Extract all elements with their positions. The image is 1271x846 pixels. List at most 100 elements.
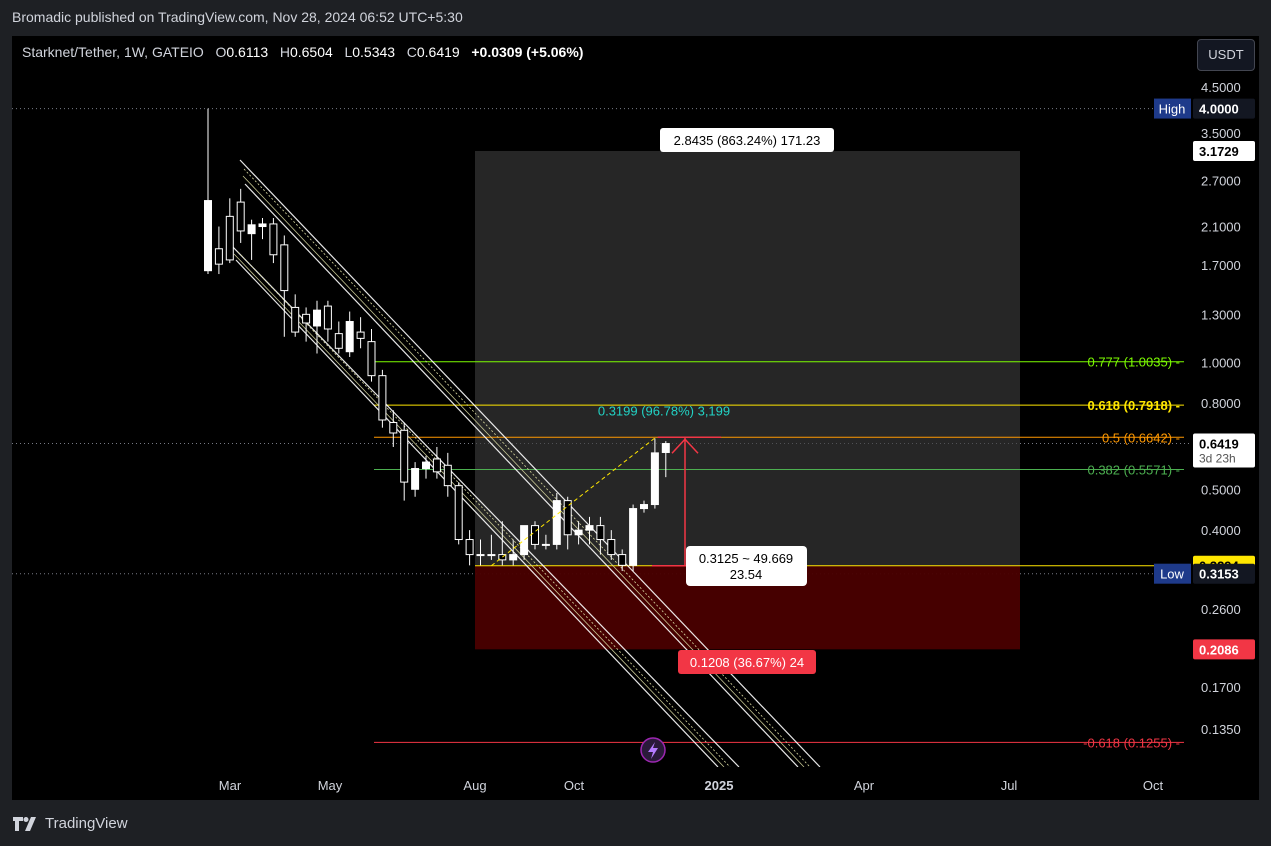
- tradingview-logo-icon: [13, 816, 36, 831]
- published-line: Bromadic published on TradingView.com, N…: [12, 9, 463, 25]
- price-tick: 4.5000: [1201, 80, 1241, 95]
- candle: [509, 539, 518, 566]
- candle: [563, 496, 572, 550]
- candle: [487, 534, 496, 560]
- price-tick: 3.5000: [1201, 126, 1241, 141]
- profit-zone: [475, 150, 1020, 566]
- candle-body: [258, 223, 267, 228]
- candle: [661, 441, 670, 478]
- measure-info-line2: 23.54: [730, 567, 763, 582]
- candle: [345, 311, 354, 357]
- candle-body: [236, 201, 245, 232]
- high-value: 0.6504: [289, 44, 333, 60]
- candle: [236, 188, 245, 243]
- change-value: +0.0309 (+5.06%): [471, 44, 584, 60]
- currency-button[interactable]: USDT: [1197, 39, 1255, 71]
- fib-label-0.5: 0.5 (0.6642) -: [1102, 430, 1180, 445]
- candle-body: [356, 331, 365, 339]
- candle-body: [640, 504, 648, 510]
- lightning-icon[interactable]: [640, 737, 666, 763]
- candle: [498, 521, 507, 566]
- candle: [454, 482, 463, 545]
- candle: [432, 446, 441, 479]
- channel-line: [235, 259, 719, 767]
- tradingview-brand[interactable]: TradingView: [13, 815, 128, 832]
- time-tick: Oct: [564, 778, 585, 793]
- candle-body: [214, 248, 223, 265]
- candle: [214, 226, 223, 275]
- candle: [389, 410, 398, 447]
- candle: [607, 530, 616, 560]
- candle: [585, 516, 594, 545]
- high-label: H: [279, 44, 290, 60]
- candle-body: [650, 452, 659, 506]
- candle-body: [629, 508, 638, 566]
- candle-body: [422, 461, 430, 470]
- price-tick: 0.8000: [1201, 396, 1241, 411]
- time-tick: Mar: [219, 778, 242, 793]
- candle-body: [585, 525, 594, 531]
- candle: [629, 504, 638, 571]
- candle-body: [476, 554, 485, 557]
- chart-pane[interactable]: 0.777 (1.0035) - 0.618 (0.7918) - 0.5 (0.6…: [12, 36, 1191, 767]
- candle: [323, 300, 332, 342]
- candle: [411, 462, 420, 497]
- low-value: 0.5343: [352, 44, 396, 60]
- candle: [400, 422, 409, 501]
- price-badge-countdown: 3d 23h: [1199, 452, 1236, 466]
- price-tick: 1.0000: [1201, 355, 1241, 370]
- price-badge-value: 0.3153: [1199, 567, 1239, 582]
- axis-tag-high: High: [1159, 102, 1186, 117]
- candle-body: [291, 306, 300, 333]
- candle-body: [378, 375, 387, 421]
- measure-info-bg: [686, 546, 807, 586]
- candle: [476, 539, 485, 566]
- measure-info-line1: 0.3125 ~ 49.669: [699, 551, 793, 566]
- candle-body: [661, 443, 670, 453]
- open-label: O: [215, 44, 227, 60]
- price-tick: 0.1350: [1201, 722, 1241, 737]
- candle-body: [520, 525, 529, 556]
- candle: [650, 438, 659, 509]
- measure-arrow-head: [671, 438, 699, 454]
- candle: [618, 549, 627, 571]
- candle-body: [269, 223, 278, 256]
- time-tick: Aug: [463, 778, 486, 793]
- channel-line: [229, 243, 740, 767]
- candle-body: [280, 244, 289, 292]
- candle: [269, 218, 278, 264]
- candle-body: [302, 313, 311, 324]
- candle: [302, 307, 311, 342]
- symbol-legend: Starknet/Tether, 1W, GATEIO O0.6113 H0.6…: [22, 44, 583, 60]
- candle-body: [563, 500, 572, 536]
- candle-body: [531, 525, 539, 545]
- price-badge-value: 3.1729: [1199, 144, 1239, 159]
- candle: [531, 521, 539, 550]
- price-axis[interactable]: 4.5000 3.5000 2.7000 2.1000 1.7000 1.3000 1.00…: [1191, 36, 1259, 767]
- candle: [541, 534, 550, 550]
- candle-body: [574, 529, 583, 536]
- channel-line: [233, 253, 725, 767]
- time-axis[interactable]: Mar May Aug Oct 2025 Apr Jul Oct: [12, 767, 1191, 800]
- price-tick: 0.1700: [1201, 680, 1241, 695]
- candle-body: [454, 485, 463, 541]
- candle: [596, 516, 605, 555]
- candle-body: [247, 224, 256, 235]
- axis-tag-low: Low: [1160, 567, 1184, 582]
- candle: [443, 452, 452, 497]
- price-chart[interactable]: 0.777 (1.0035) - 0.618 (0.7918) - 0.5 (0.6…: [12, 36, 1191, 767]
- close-value: 0.6419: [416, 44, 460, 60]
- candle: [356, 317, 365, 349]
- candle: [640, 500, 648, 513]
- measure-label: 0.3199 (96.78%) 3,199: [598, 403, 730, 418]
- price-tick: 1.7000: [1201, 258, 1241, 273]
- fib-label-0.777: 0.777 (1.0035) -: [1087, 355, 1180, 370]
- price-badge-bg: [1193, 140, 1255, 161]
- time-tick: Apr: [854, 778, 875, 793]
- time-tick: Oct: [1143, 778, 1164, 793]
- candle-body: [498, 554, 507, 561]
- axis-corner: [1191, 767, 1259, 800]
- price-tick: 0.2600: [1201, 602, 1241, 617]
- time-tick: May: [318, 778, 343, 793]
